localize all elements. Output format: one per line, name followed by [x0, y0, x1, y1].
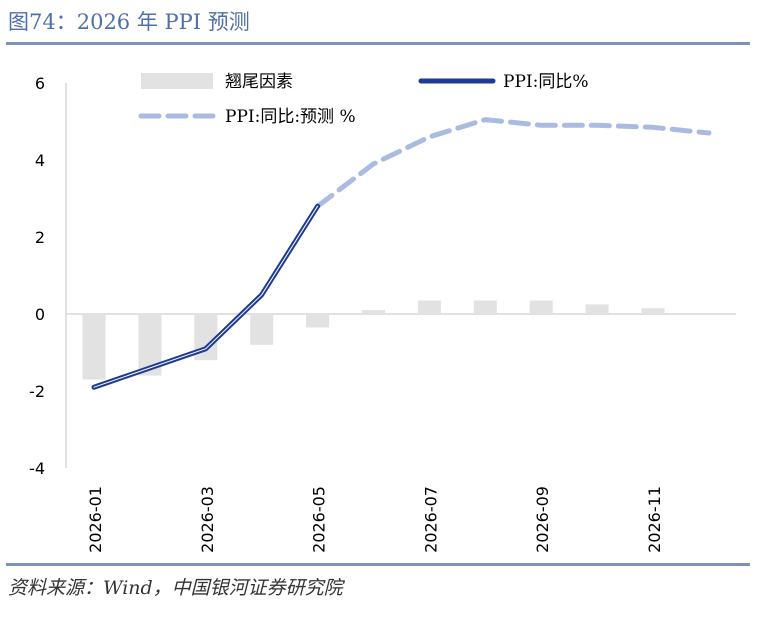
legend-label-ppi: PPI:同比%: [503, 72, 588, 92]
series-line-ppi-highlight: [93, 205, 319, 388]
bar: [585, 304, 609, 314]
bar: [362, 310, 385, 314]
x-tick-label: 2026-03: [198, 486, 217, 553]
x-tick-label: 2026-05: [310, 486, 329, 553]
lines: [91, 117, 712, 390]
axes: [65, 83, 736, 468]
x-tick-label: 2026-01: [86, 486, 105, 553]
legend-label-bar: 翘尾因素: [225, 72, 293, 92]
y-tick-label: 6: [35, 74, 45, 93]
bar: [250, 314, 274, 345]
bar: [82, 314, 106, 380]
source-note: 资料来源：Wind，中国银河证券研究院: [8, 577, 343, 599]
series-line-forecast: [315, 117, 712, 209]
bar: [529, 300, 553, 314]
legend: 翘尾因素 PPI:同比% PPI:同比:预测 %: [138, 72, 588, 127]
legend-label-forecast: PPI:同比:预测 %: [225, 107, 356, 127]
chart-title: 图74：2026 年 PPI 预测: [8, 10, 250, 34]
y-tick-label: -4: [29, 459, 45, 478]
bar: [641, 308, 665, 314]
x-tick-label: 2026-09: [533, 486, 552, 553]
y-tick-label: -2: [29, 382, 45, 401]
x-tick-label: 2026-07: [421, 486, 440, 553]
tick-labels: -4 -2 0 2 4 6 2026-01 2026-03 2026-05 2026-07 2026…: [29, 74, 664, 553]
bottom-rule: [6, 563, 750, 566]
y-tick-label: 4: [35, 151, 45, 170]
y-tick-label: 2: [35, 228, 45, 247]
x-tick-label: 2026-11: [645, 486, 664, 553]
bar: [417, 300, 441, 314]
legend-swatch-bar: [141, 73, 213, 89]
bar: [473, 300, 497, 314]
bars: [82, 300, 665, 380]
y-tick-label: 0: [35, 305, 45, 324]
bar: [306, 314, 330, 328]
top-rule: [6, 42, 750, 45]
bar: [138, 314, 162, 376]
